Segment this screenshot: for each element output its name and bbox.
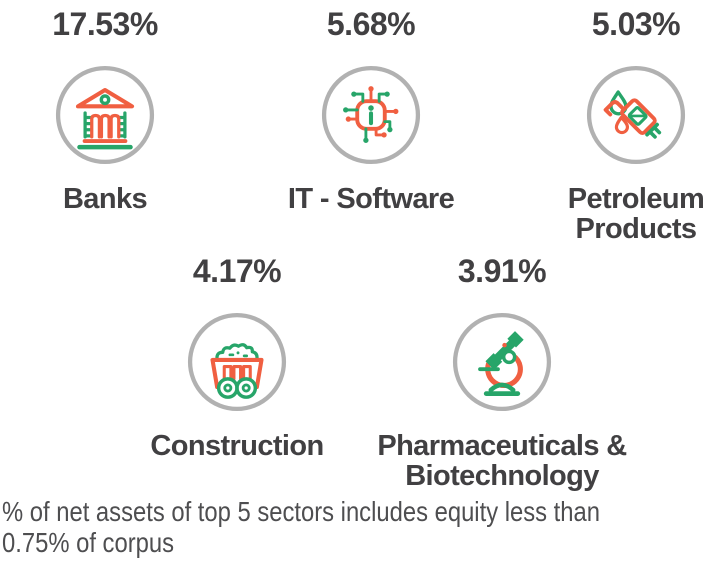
sector-icon-badge (451, 311, 553, 413)
sector-banks: 17.53% Banks (0, 6, 220, 214)
sector-icon-badge (585, 64, 687, 166)
circuit-chip-icon (321, 65, 421, 165)
mine-cart-icon (187, 312, 287, 412)
sector-label: Petroleum Products (567, 183, 705, 245)
sector-icon-badge (54, 64, 156, 166)
sector-pharma-biotech: 3.91% Pharmaceuticals & Biotechnology (377, 253, 627, 491)
sector-label: IT - Software (287, 183, 455, 215)
footnote-line-1: % of net assets of top 5 sectors include… (2, 496, 600, 527)
microscope-icon (452, 312, 552, 412)
sector-petroleum-products: 5.03% Petroleum Products (521, 6, 726, 244)
fuel-pump-icon (586, 65, 686, 165)
sector-icon-badge (186, 311, 288, 413)
sector-percentage: 4.17% (192, 253, 282, 289)
sector-it-software: 5.68% IT - Software (256, 6, 486, 214)
sector-label: Banks (62, 183, 148, 215)
bank-icon (55, 65, 155, 165)
footnote: % of net assets of top 5 sectors include… (2, 496, 600, 558)
sector-construction: 4.17% Construction (122, 253, 352, 461)
sector-label: Construction (150, 430, 324, 462)
footnote-line-2: 0.75% of corpus (2, 527, 174, 558)
sector-percentage: 17.53% (52, 6, 158, 42)
sector-percentage: 5.03% (591, 6, 681, 42)
sector-label: Pharmaceuticals & Biotechnology (377, 430, 627, 492)
sector-icon-badge (320, 64, 422, 166)
sector-percentage: 3.91% (457, 253, 547, 289)
sector-percentage: 5.68% (326, 6, 416, 42)
